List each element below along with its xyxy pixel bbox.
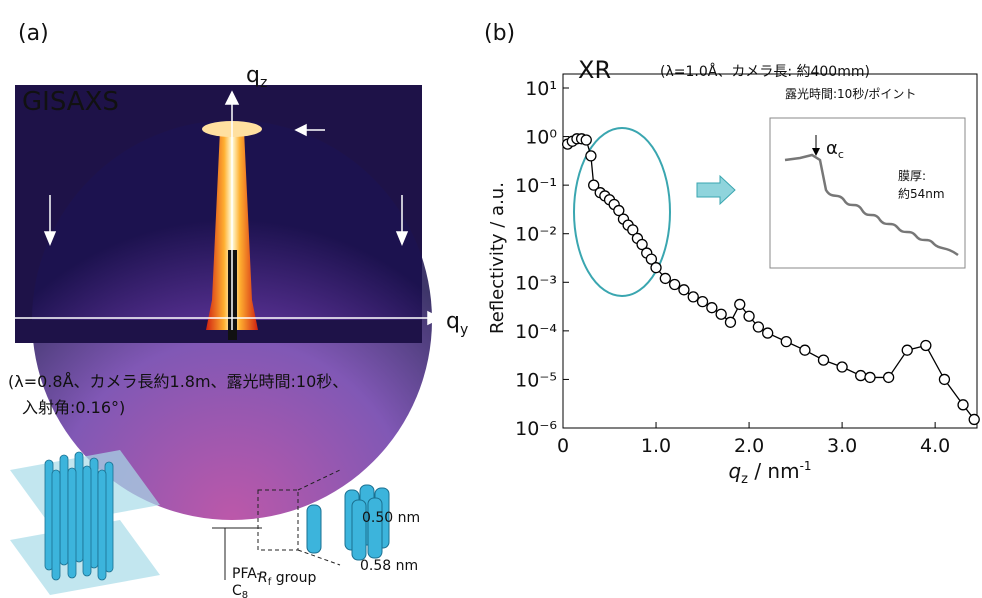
data-point <box>707 303 717 313</box>
panel-label: (a) <box>18 21 49 46</box>
inset-note: 膜厚: <box>898 169 926 183</box>
data-point <box>586 151 596 161</box>
x-tick-label: 3.0 <box>827 435 857 457</box>
data-point <box>581 135 591 145</box>
chart-subtitle: 露光時間:10秒/ポイント <box>785 87 916 101</box>
figure: (a) GISAXS qz qy (λ=0.8Å、カメラ長約1.8m、露光時間:… <box>0 0 982 598</box>
y-tick-label: 10⁻⁶ <box>515 418 557 440</box>
x-tick-label: 4.0 <box>920 435 950 457</box>
data-point <box>837 362 847 372</box>
pfa-label: PFA- <box>232 566 262 582</box>
data-point <box>884 372 894 382</box>
y-tick-label: 10⁻³ <box>515 272 557 294</box>
group-label: Rf group <box>258 570 316 588</box>
qz-label: qz <box>246 63 267 91</box>
y-tick-label: 10¹ <box>525 78 557 100</box>
data-point <box>670 280 680 290</box>
data-point <box>688 292 698 302</box>
chart-title: XR <box>578 56 611 84</box>
y-tick-label: 10⁰ <box>525 127 557 149</box>
y-axis-label: Reflectivity / a.u. <box>487 182 508 334</box>
dimension-label: 0.58 nm <box>360 558 418 574</box>
y-tick-label: 10⁻⁴ <box>515 321 557 343</box>
data-point <box>679 285 689 295</box>
y-tick-label: 10⁻⁵ <box>515 369 557 391</box>
data-point <box>800 345 810 355</box>
data-point <box>744 311 754 321</box>
data-point <box>865 372 875 382</box>
chart-subtitle: (λ=1.0Å、カメラ長: 約400mm) <box>660 63 870 80</box>
data-point <box>698 297 708 307</box>
highlight-arrow <box>697 176 735 204</box>
data-point <box>660 273 670 283</box>
caption-line: 入射角:0.16°) <box>22 398 125 417</box>
data-point <box>921 340 931 350</box>
y-tick-label: 10⁻¹ <box>515 175 557 197</box>
data-point <box>818 355 828 365</box>
panel-label: (b) <box>484 21 515 46</box>
qy-label: qy <box>446 309 468 338</box>
data-point <box>725 317 735 327</box>
data-point <box>939 374 949 384</box>
x-tick-label: 0 <box>557 435 569 457</box>
data-point <box>753 322 763 332</box>
pfa-label: C8 <box>232 583 248 598</box>
dimension-label: 0.50 nm <box>362 510 420 526</box>
x-tick-label: 2.0 <box>734 435 764 457</box>
x-tick-label: 1.0 <box>641 435 671 457</box>
data-point <box>735 299 745 309</box>
data-point <box>651 263 661 273</box>
x-axis-label: qz / nm-1 <box>728 459 811 487</box>
inset-note: 約54nm <box>898 186 945 201</box>
caption-line: (λ=0.8Å、カメラ長約1.8m、露光時間:10秒、 <box>8 372 348 391</box>
data-point <box>969 414 979 424</box>
data-point <box>856 371 866 381</box>
data-point <box>781 337 791 347</box>
rod <box>307 505 321 553</box>
y-tick-label: 10⁻² <box>515 224 557 246</box>
data-point <box>763 328 773 338</box>
data-point <box>716 309 726 319</box>
data-point <box>958 400 968 410</box>
image-title: GISAXS <box>22 87 119 117</box>
data-point <box>902 345 912 355</box>
